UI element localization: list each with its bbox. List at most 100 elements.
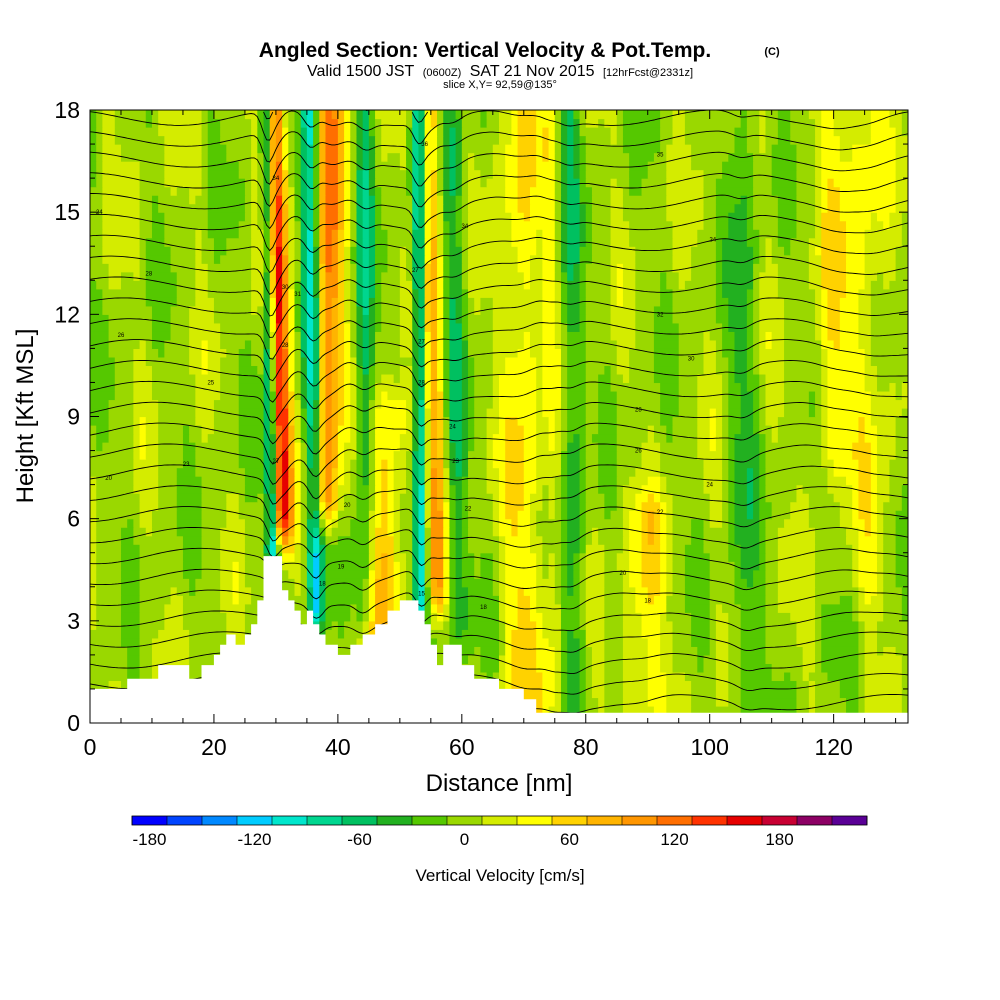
heatmap-cell [777,416,822,426]
heatmap-cell [877,382,891,392]
heatmap-cell [492,501,500,511]
heatmap-cell [746,237,760,247]
heatmap-cell [455,152,463,162]
heatmap-cell [573,586,581,596]
heatmap-cell [505,365,537,375]
heatmap-cell [300,161,308,171]
heatmap-cell [548,501,556,511]
heatmap-cell [734,578,748,588]
heatmap-cell [381,144,407,154]
heatmap-cell [746,195,754,205]
heatmap-cell [461,535,469,545]
heatmap-cell [660,390,680,401]
heatmap-cell [151,110,159,120]
heatmap-cell [765,442,822,452]
heatmap-cell [362,314,370,324]
heatmap-cell [759,144,767,154]
heatmap-cell [560,603,581,613]
heatmap-cell [889,493,903,503]
heatmap-cell [753,510,760,520]
heatmap-cell [585,305,612,315]
heatmap-cell [567,705,581,716]
heatmap-cell [313,288,320,298]
heatmap-cell [858,339,872,349]
heatmap-cell [672,127,686,137]
heatmap-cell [455,442,463,452]
heatmap-cell [610,246,636,256]
heatmap-cell [759,297,785,307]
heatmap-cell [294,195,302,205]
heatmap-cell [672,654,698,664]
heatmap-cell [883,552,897,562]
heatmap-cell [635,314,655,324]
heatmap-cell [622,612,643,622]
heatmap-cell [418,442,426,452]
heatmap-cell [492,578,500,588]
heatmap-cell [722,425,729,435]
heatmap-cell [90,544,97,554]
heatmap-cell [337,322,345,332]
theta-contour-label: 15 [418,592,425,598]
heatmap-cell [418,118,426,128]
heatmap-cell [542,280,556,290]
heatmap-cell [232,578,240,588]
heatmap-cell [375,118,382,128]
heatmap-cell [399,518,413,528]
heatmap-cell [579,663,587,673]
heatmap-cell [300,110,308,120]
heatmap-cell [220,356,240,367]
heatmap-cell [672,586,686,596]
heatmap-cell [567,220,581,230]
heatmap-cell [269,339,277,349]
heatmap-cell [325,314,333,324]
heatmap-cell [492,382,500,392]
heatmap-cell [715,356,729,367]
heatmap-cell [461,382,469,392]
heatmap-cell [201,135,209,145]
heatmap-cell [375,203,382,213]
heatmap-cell [728,229,748,239]
heatmap-cell [610,288,618,298]
heatmap-cell [430,220,438,230]
heatmap-cell [393,603,401,613]
heatmap-cell [777,569,816,579]
heatmap-cell [864,620,878,630]
heatmap-cell [356,135,364,145]
heatmap-cell [468,654,482,664]
heatmap-cell [474,305,482,315]
heatmap-cell [176,288,196,298]
heatmap-cell [362,382,370,392]
heatmap-cell [282,476,289,486]
heatmap-cell [567,212,581,222]
heatmap-cell [189,331,221,341]
heatmap-cell [492,322,543,332]
heatmap-cell [579,595,587,605]
heatmap-cell [375,365,401,375]
heatmap-cell [505,578,537,588]
heatmap-cell [164,220,209,230]
heatmap-cell [90,433,97,443]
heatmap-cell [294,305,302,315]
heatmap-cell [821,433,829,443]
heatmap-cell [306,314,314,324]
heatmap-cell [455,518,463,528]
heatmap-cell [213,399,240,409]
heatmap-cell [808,110,822,120]
heatmap-cell [895,271,908,281]
heatmap-cell [207,433,240,443]
heatmap-cell [864,229,903,239]
heatmap-cell [145,527,153,537]
heatmap-cell [554,127,562,137]
heatmap-cell [641,186,667,196]
heatmap-cell [722,467,729,477]
heatmap-cell [251,144,258,154]
heatmap-cell [691,271,717,281]
heatmap-cell [319,169,327,179]
heatmap-cell [821,646,860,656]
heatmap-cell [387,237,413,247]
heatmap-cell [585,476,599,486]
heatmap-cell [319,578,327,588]
heatmap-cell [114,373,134,384]
heatmap-cell [412,535,420,545]
heatmap-cell [864,246,897,256]
